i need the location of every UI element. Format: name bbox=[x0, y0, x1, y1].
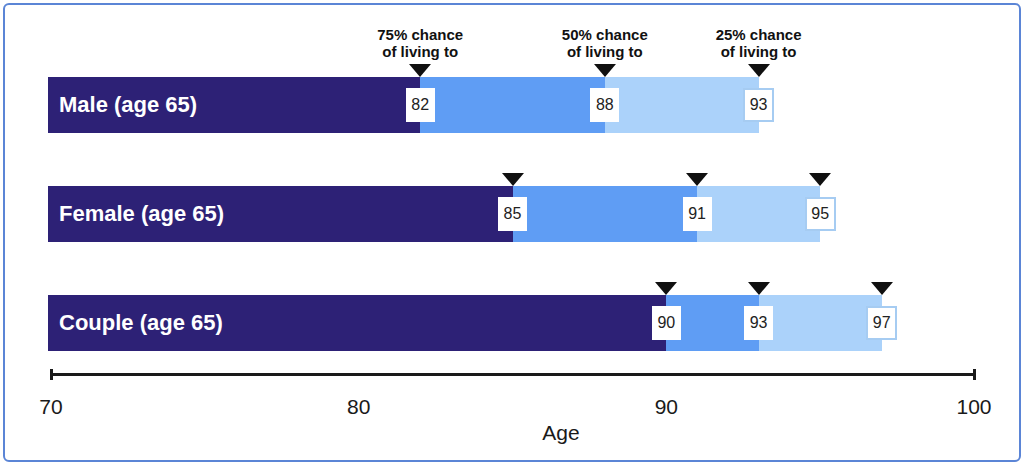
marker-triangle-icon bbox=[502, 173, 524, 186]
bar-segment-p75-row0: Male (age 65) bbox=[48, 77, 420, 133]
bar-segment-p25-row0 bbox=[605, 77, 759, 133]
tick-label-100: 100 bbox=[944, 395, 1004, 419]
value-box-p50: 91 bbox=[683, 197, 712, 231]
axis-right-cap bbox=[973, 369, 976, 380]
marker-triangle-icon bbox=[748, 64, 770, 77]
marker-triangle-icon bbox=[809, 173, 831, 186]
value-box-p50: 93 bbox=[744, 306, 773, 340]
marker-triangle-icon bbox=[594, 64, 616, 77]
bar-segment-p25-row1 bbox=[697, 186, 820, 242]
marker-triangle-icon bbox=[409, 64, 431, 77]
tick-label-90: 90 bbox=[636, 395, 696, 419]
marker-triangle-icon bbox=[748, 282, 770, 295]
marker-triangle-icon bbox=[655, 282, 677, 295]
tick-label-70: 70 bbox=[21, 395, 81, 419]
bar-segment-p50-row1 bbox=[513, 186, 698, 242]
value-box-p75: 82 bbox=[406, 88, 435, 122]
value-box-p75: 90 bbox=[652, 306, 681, 340]
value-box-p25: 95 bbox=[805, 197, 836, 231]
bar-row-label: Female (age 65) bbox=[59, 186, 224, 242]
x-axis-label: Age bbox=[521, 421, 601, 445]
annotation-line2: of living to bbox=[679, 43, 839, 60]
bar-row-label: Male (age 65) bbox=[59, 77, 197, 133]
marker-triangle-icon bbox=[686, 173, 708, 186]
value-box-p50: 88 bbox=[590, 88, 619, 122]
value-box-p25: 97 bbox=[866, 306, 897, 340]
marker-triangle-icon bbox=[871, 282, 893, 295]
tick-label-80: 80 bbox=[329, 395, 389, 419]
annotation-label-p25: 25% chanceof living to bbox=[679, 26, 839, 60]
value-box-p75: 85 bbox=[498, 197, 527, 231]
longevity-probability-chart: 75% chanceof living to50% chanceof livin… bbox=[0, 0, 1024, 465]
bar-segment-p75-row1: Female (age 65) bbox=[48, 186, 513, 242]
value-box-p25: 93 bbox=[743, 88, 774, 122]
annotation-line1: 75% chance bbox=[340, 26, 500, 43]
annotation-label-p75: 75% chanceof living to bbox=[340, 26, 500, 60]
bar-segment-p75-row2: Couple (age 65) bbox=[48, 295, 666, 351]
axis-left-cap bbox=[50, 369, 53, 380]
bar-row-label: Couple (age 65) bbox=[59, 295, 223, 351]
annotation-line1: 25% chance bbox=[679, 26, 839, 43]
x-axis-line bbox=[51, 373, 974, 376]
annotation-line2: of living to bbox=[340, 43, 500, 60]
annotation-line2: of living to bbox=[525, 43, 685, 60]
annotation-line1: 50% chance bbox=[525, 26, 685, 43]
annotation-label-p50: 50% chanceof living to bbox=[525, 26, 685, 60]
bar-segment-p50-row0 bbox=[420, 77, 605, 133]
bar-segment-p25-row2 bbox=[759, 295, 882, 351]
